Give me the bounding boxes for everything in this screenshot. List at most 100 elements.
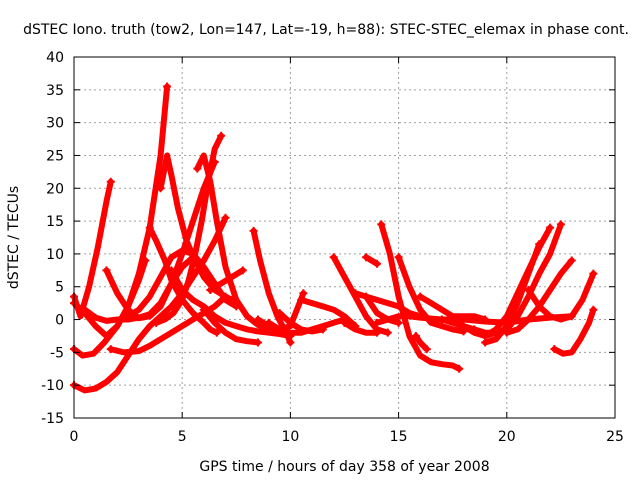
data-point-marker (253, 338, 262, 347)
x-tick-label: 10 (281, 429, 299, 445)
series-arc-29 (416, 292, 490, 324)
series-line (153, 132, 225, 326)
data-point-marker (264, 318, 273, 327)
data-point-marker (167, 266, 176, 275)
y-tick-label: -15 (41, 411, 64, 427)
data-point-marker (193, 164, 202, 173)
series-arc-28 (394, 253, 468, 336)
data-point-marker (145, 223, 154, 232)
series-line (551, 306, 597, 357)
y-tick-label: 35 (46, 83, 64, 99)
x-tick-label: 20 (498, 429, 516, 445)
data-point-marker (297, 295, 306, 304)
y-tick-label: 15 (46, 214, 64, 230)
data-point-marker (589, 305, 598, 314)
y-tick-label: 40 (46, 50, 64, 66)
series-line (200, 306, 261, 346)
series-arc-10 (156, 152, 236, 304)
plot-frame (73, 56, 616, 419)
y-tick-label: 30 (46, 116, 64, 132)
data-point-marker (124, 312, 133, 321)
series-line (298, 296, 359, 330)
data-point-marker (589, 269, 598, 278)
y-tick-label: 5 (55, 280, 64, 296)
series-line (341, 319, 380, 336)
x-tick-label: 0 (70, 429, 79, 445)
series-line (276, 310, 326, 335)
series-line (207, 267, 246, 293)
data-point-marker (318, 325, 327, 334)
data-point-marker (351, 289, 360, 298)
data-point-marker (141, 256, 150, 265)
data-point-marker (372, 318, 381, 327)
series-line (395, 254, 467, 335)
data-point-marker (102, 266, 111, 275)
data-point-marker (550, 345, 559, 354)
data-point-marker (535, 240, 544, 249)
data-point-marker (470, 325, 479, 334)
series-group (70, 82, 598, 394)
data-point-marker (238, 266, 247, 275)
data-point-marker (362, 292, 371, 301)
data-point-marker (546, 223, 555, 232)
data-point-marker (377, 220, 386, 229)
series-arc-11 (152, 131, 226, 327)
series-line (417, 293, 489, 323)
data-point-marker (286, 338, 295, 347)
series-arc-34 (481, 240, 544, 347)
y-tick-label: 25 (46, 148, 64, 164)
series-line (363, 293, 402, 326)
y-tick-label: -5 (50, 345, 64, 361)
series-arc-21 (329, 253, 392, 337)
data-point-marker (299, 289, 308, 298)
series-line (378, 221, 463, 372)
data-point-marker (340, 318, 349, 327)
data-point-marker (206, 286, 215, 295)
series-line (103, 159, 218, 322)
data-point-marker (253, 315, 262, 324)
data-point-marker (481, 315, 490, 324)
series-line (194, 152, 283, 336)
data-point-marker (329, 253, 338, 262)
series-arc-30 (411, 331, 431, 354)
data-point-marker (383, 328, 392, 337)
series-arc-37 (550, 305, 598, 357)
data-point-marker (217, 131, 226, 140)
x-axis-label: GPS time / hours of day 358 of year 2008 (199, 459, 489, 475)
series-arc-14 (206, 266, 247, 295)
data-point-marker (556, 220, 565, 229)
data-point-marker (80, 305, 89, 314)
data-point-marker (455, 364, 464, 373)
series-line (157, 152, 235, 303)
data-point-marker (459, 322, 468, 331)
series-arc-1 (70, 177, 115, 320)
chart-title: dSTEC Iono. truth (tow2, Lon=147, Lat=-1… (23, 22, 629, 38)
data-point-marker (249, 226, 258, 235)
series-line (71, 178, 114, 320)
data-point-marker (437, 315, 446, 324)
data-point-marker (422, 345, 431, 354)
data-point-marker (524, 286, 533, 295)
data-point-marker (199, 305, 208, 314)
series-line (330, 254, 391, 336)
y-tick-label: 20 (46, 181, 64, 197)
data-point-marker (106, 345, 115, 354)
data-point-marker (106, 177, 115, 186)
series-arc-26 (362, 253, 381, 268)
data-point-marker (163, 82, 172, 91)
y-tick-label: 0 (55, 313, 64, 329)
series-line (363, 254, 380, 267)
data-point-marker (416, 292, 425, 301)
series-arc-22 (340, 318, 381, 337)
series-arc-27 (377, 220, 464, 373)
x-tick-label: 25 (606, 429, 624, 445)
data-point-marker (362, 253, 371, 262)
data-point-marker (481, 338, 490, 347)
series-line (412, 333, 430, 353)
data-point-marker (372, 259, 381, 268)
data-point-marker (156, 184, 165, 193)
data-point-marker (221, 213, 230, 222)
data-point-marker (152, 318, 161, 327)
